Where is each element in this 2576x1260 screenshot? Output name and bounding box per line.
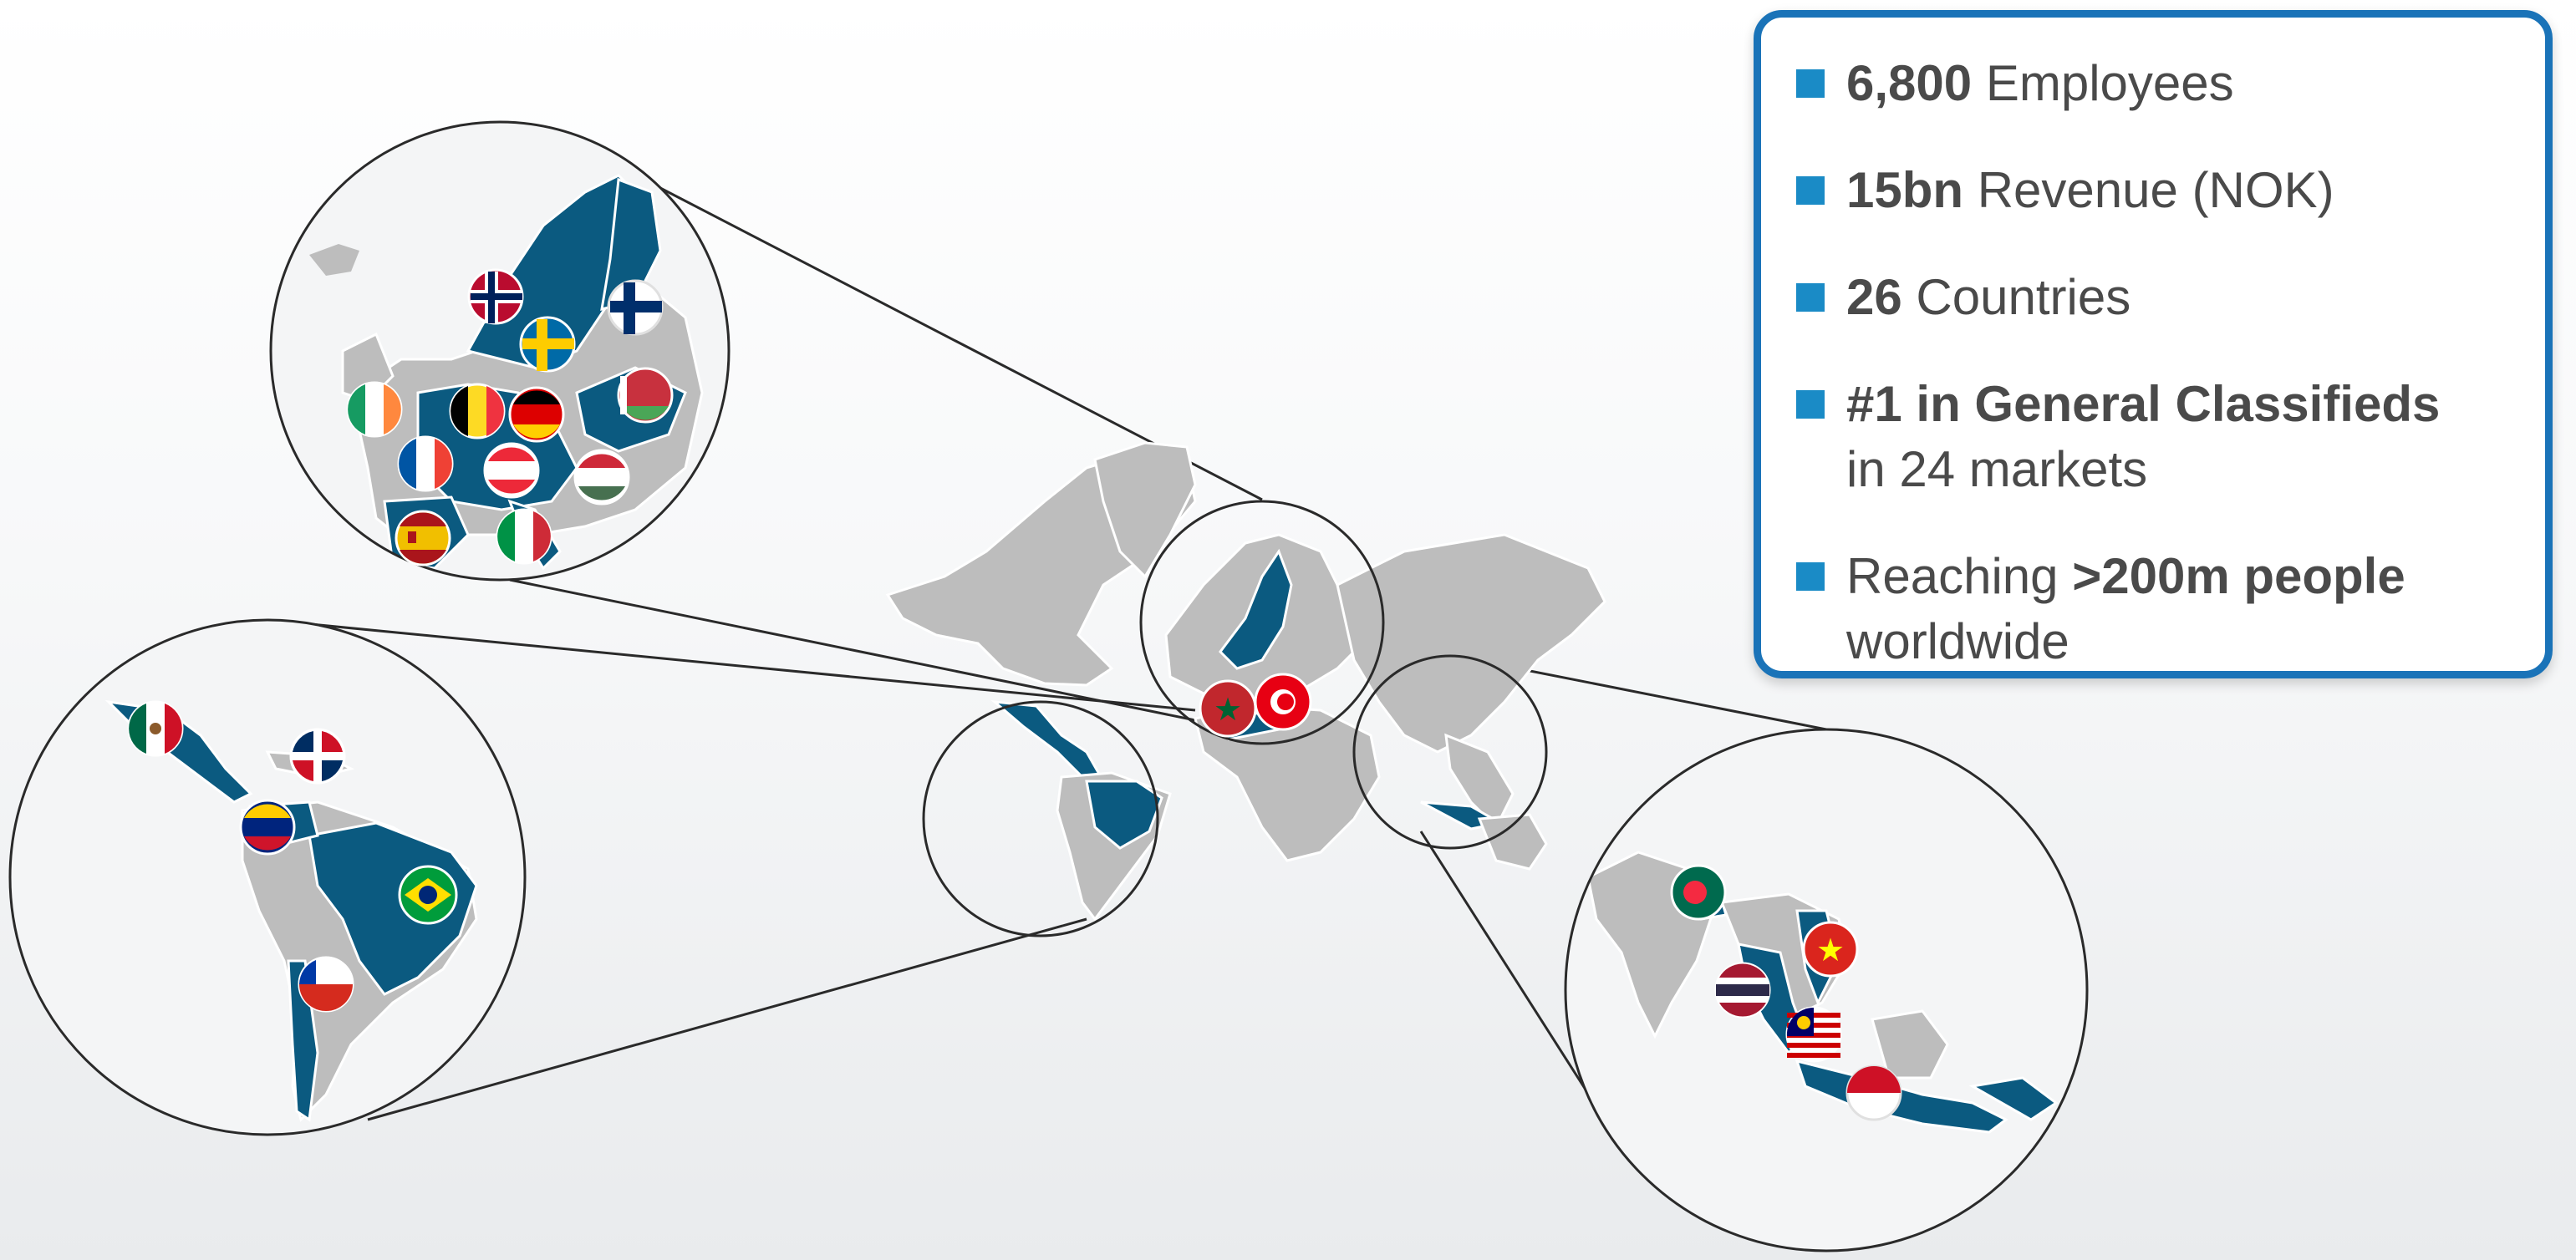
circle-latam-large	[8, 618, 527, 1136]
stat-value: 6,800	[1846, 55, 1973, 111]
stat-value: 26	[1846, 269, 1902, 325]
stat-text: #1 in General Classifieds in 24 markets	[1846, 372, 2440, 502]
bullet-square-icon	[1796, 562, 1825, 591]
stat-value: >200m people	[2072, 548, 2405, 604]
circle-latam-small	[922, 700, 1159, 937]
stat-label: Countries	[1901, 269, 2131, 325]
stat-prefix: Reaching	[1846, 548, 2073, 604]
brazil-center	[1085, 780, 1163, 850]
flag-germany	[508, 386, 565, 443]
flag-thailand	[1714, 962, 1771, 1019]
greenland	[1093, 441, 1197, 579]
flag-venezuela	[239, 799, 296, 856]
bullet-square-icon	[1796, 390, 1825, 419]
bullet-square-icon	[1796, 283, 1825, 312]
stat-value: 15bn	[1846, 162, 1964, 218]
stat-text: 26 Countries	[1846, 265, 2131, 330]
brazil-zoom	[308, 821, 478, 996]
stat-label: in 24 markets	[1846, 441, 2148, 497]
connector-asia-top	[1495, 663, 1827, 731]
zoom-latin-america	[8, 618, 527, 1136]
circle-europe-small	[1139, 500, 1385, 745]
stat-text: Reaching >200m people worldwide	[1846, 544, 2405, 674]
flag-hungary	[573, 449, 630, 506]
connector-latam-bottom	[367, 917, 1087, 1121]
flag-france	[397, 435, 454, 492]
circle-asia-large	[1564, 728, 2089, 1252]
flag-chile	[298, 956, 354, 1013]
stats-info-box: 6,800 Employees 15bn Revenue (NOK) 26 Co…	[1754, 10, 2553, 678]
stat-countries: 26 Countries	[1796, 265, 2512, 330]
flag-italy	[496, 508, 552, 565]
europe-highlight-center	[1219, 548, 1293, 670]
stat-text: 15bn Revenue (NOK)	[1846, 158, 2334, 223]
stat-classifieds: #1 in General Classifieds in 24 markets	[1796, 372, 2512, 502]
zoom-south-east-asia: ★	[1564, 728, 2089, 1252]
connector-latam-top	[267, 618, 1196, 712]
stat-label: worldwide	[1846, 613, 2069, 669]
flag-sweden	[519, 316, 576, 373]
flag-dominican-republic	[289, 728, 346, 785]
circle-europe-large	[269, 120, 731, 582]
svg-text:★: ★	[1214, 691, 1242, 728]
small-zoom-circles	[922, 500, 1548, 937]
circle-asia-small	[1352, 654, 1548, 850]
stat-label: Revenue (NOK)	[1963, 162, 2334, 218]
flag-ireland	[346, 381, 403, 438]
central-america	[990, 700, 1106, 784]
iceland	[309, 244, 359, 276]
stat-reach: Reaching >200m people worldwide	[1796, 544, 2512, 674]
australia	[1477, 813, 1548, 871]
flag-brazil	[398, 865, 458, 925]
stat-label: Employees	[1972, 55, 2234, 111]
flag-belarus	[617, 367, 674, 424]
bullet-square-icon	[1796, 69, 1825, 98]
flag-indonesia	[1845, 1064, 1902, 1121]
flag-bangladesh	[1670, 864, 1727, 921]
stat-text: 6,800 Employees	[1846, 51, 2234, 116]
flag-malaysia	[1785, 1006, 1842, 1063]
flag-austria	[483, 442, 540, 499]
flag-vietnam: ★	[1802, 921, 1859, 978]
new-guinea-zoom	[1968, 1076, 2059, 1121]
bullet-square-icon	[1796, 176, 1825, 205]
zoom-europe	[269, 120, 731, 582]
north-africa-flags: ★	[1199, 673, 1312, 738]
stat-employees: 6,800 Employees	[1796, 51, 2512, 116]
flag-tunisia	[1254, 673, 1312, 731]
connector-europe-bottom	[509, 578, 1196, 722]
stat-value: #1 in General Classifieds	[1846, 376, 2441, 432]
stat-revenue: 15bn Revenue (NOK)	[1796, 158, 2512, 223]
flag-norway	[467, 268, 524, 325]
asia-landmass	[1336, 533, 1606, 754]
svg-text:★: ★	[1816, 932, 1845, 968]
flag-finland	[607, 279, 664, 336]
flag-belgium	[449, 383, 506, 439]
flag-mexico	[127, 700, 184, 757]
flag-morocco: ★	[1199, 679, 1257, 738]
world-map-center	[885, 441, 1606, 922]
flag-spain	[395, 510, 451, 566]
